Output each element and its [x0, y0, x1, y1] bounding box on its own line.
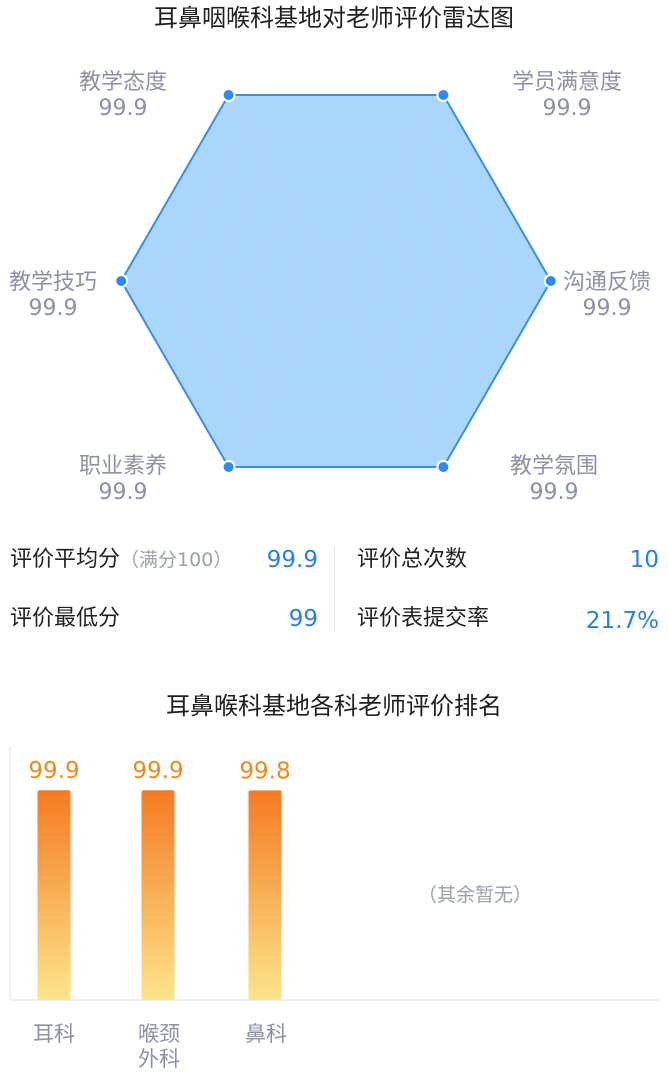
radar-axis-name: 沟通反馈 — [562, 270, 651, 295]
radar-spoke-overlay — [231, 280, 337, 462]
radar-chart — [114, 87, 558, 475]
radar-axis-name: 职业素养 — [78, 454, 167, 479]
total-count-label: 评价总次数 — [357, 547, 468, 572]
radar-chart-title: 耳鼻咽喉科基地对老师评价雷达图 — [154, 4, 514, 32]
avg-score-note: （满分100） — [120, 549, 233, 571]
radar-data-point — [543, 274, 558, 288]
radar-axis-name: 教学氛围 — [509, 454, 598, 479]
avg-score-value: 99.9 — [266, 547, 318, 573]
radar-axis-value: 99.9 — [529, 480, 579, 505]
radar-axis-label: 教学氛围 99.9 — [484, 454, 624, 506]
radar-spoke-overlay — [335, 100, 441, 282]
radar-axis-value: 99.9 — [542, 96, 592, 121]
bar — [141, 790, 175, 1000]
radar-data-point — [436, 87, 451, 102]
radar-axis-value: 99.9 — [98, 480, 148, 505]
total-count-value: 10 — [629, 547, 659, 573]
bar-value-label: 99.9 — [132, 758, 183, 784]
submit-rate-value: 21.7% — [585, 608, 659, 634]
radar-axis-label: 沟通反馈 99.9 — [546, 270, 668, 322]
radar-axis-name: 教学态度 — [78, 70, 167, 95]
bar-chart: 99.9 99.9 99.8 — [9, 746, 660, 1001]
radar-spoke-overlay — [231, 100, 337, 282]
bar-x-label: 喉颈 外科 — [138, 1022, 180, 1071]
bar-x-label: 耳科 — [33, 1022, 75, 1046]
radar-data-point — [221, 87, 236, 102]
radar-axis-name: 学员满意度 — [511, 70, 622, 95]
radar-axis-value: 99.9 — [28, 296, 78, 321]
radar-axis-label: 学员满意度 99.9 — [497, 70, 637, 122]
bar-chart-title: 耳鼻喉科基地各科老师评价排名 — [166, 692, 502, 720]
bar-x-label: 鼻科 — [245, 1022, 287, 1046]
radar-data-point — [114, 274, 129, 288]
empty-note: （其余暂无） — [417, 884, 532, 906]
avg-score-title: 评价平均分 — [10, 547, 121, 572]
submit-rate-label: 评价表提交率 — [357, 606, 490, 631]
radar-data-point — [436, 460, 451, 475]
bar-value-label: 99.9 — [28, 758, 79, 784]
bar-value-label: 99.8 — [239, 758, 290, 784]
radar-axis-value: 99.9 — [582, 296, 632, 321]
min-score-value: 99 — [288, 606, 318, 632]
stats-divider — [334, 546, 335, 632]
radar-axis-name: 教学技巧 — [8, 270, 97, 295]
radar-data-point — [221, 460, 236, 475]
radar-axis-label: 职业素养 99.9 — [53, 454, 193, 506]
avg-score-label: 评价平均分（满分100） — [10, 545, 232, 575]
radar-spoke-overlay — [335, 280, 441, 462]
min-score-label: 评价最低分 — [10, 606, 121, 631]
bar — [248, 790, 282, 1000]
bar — [37, 790, 71, 1000]
radar-axis-label: 教学技巧 99.9 — [0, 270, 108, 322]
radar-axis-label: 教学态度 99.9 — [53, 70, 193, 122]
radar-axis-value: 99.9 — [98, 96, 148, 121]
